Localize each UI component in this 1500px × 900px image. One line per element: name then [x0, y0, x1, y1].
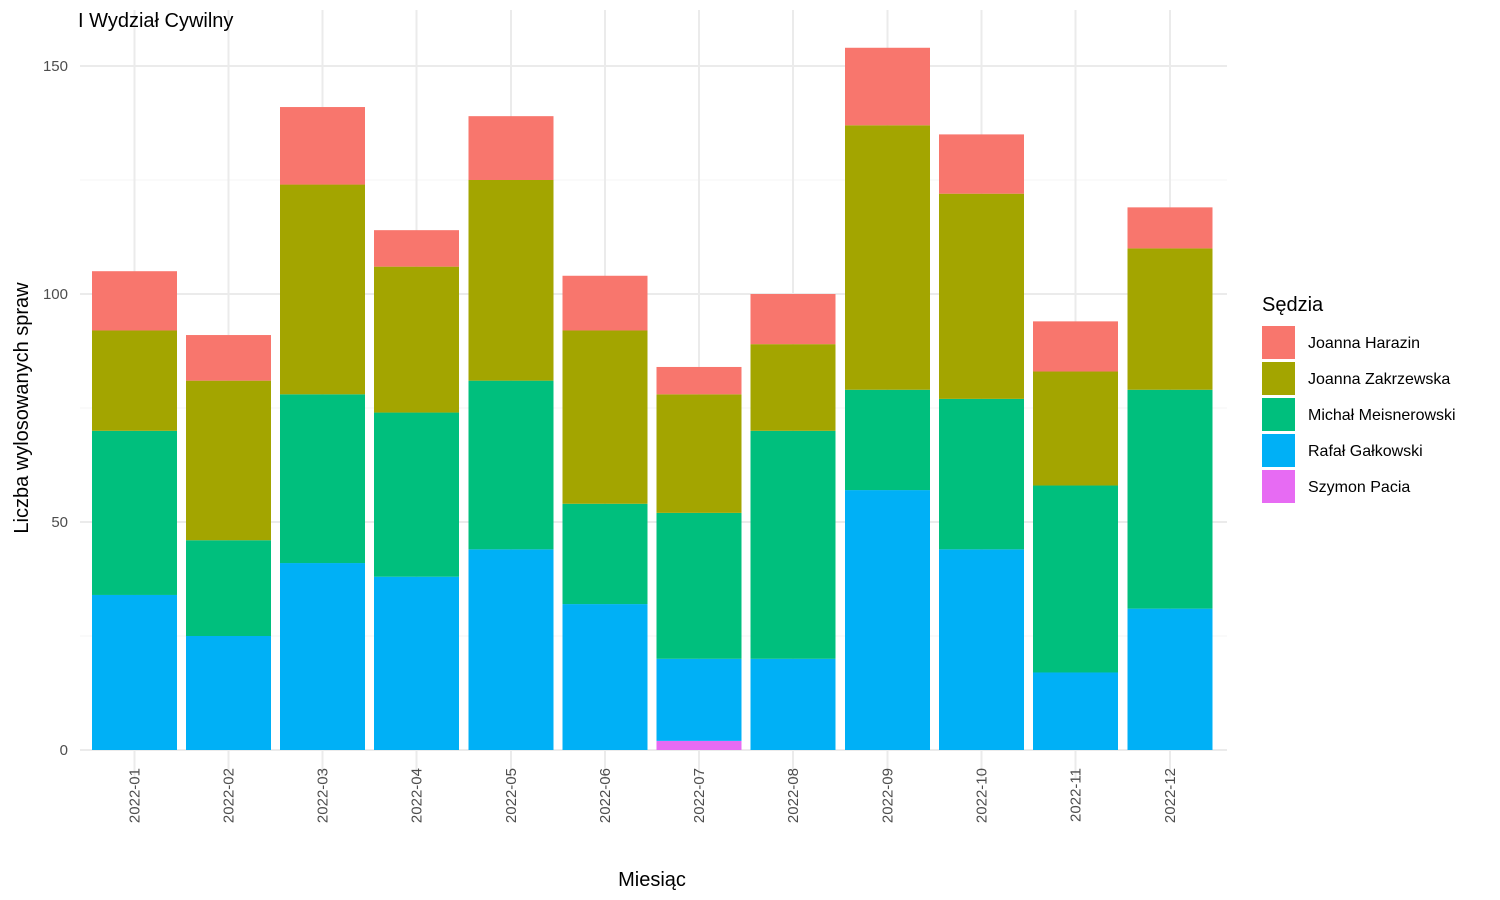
- bar-segment: [468, 116, 554, 180]
- legend-label: Michał Meisnerowski: [1308, 407, 1456, 424]
- bar-segment: [1127, 248, 1213, 390]
- bar-segment: [1033, 485, 1118, 673]
- y-axis-title: Liczba wylosowanych spraw: [11, 282, 33, 534]
- legend-swatch: [1262, 470, 1295, 503]
- bar-segment: [92, 430, 177, 595]
- bar-segment: [939, 193, 1024, 399]
- x-tick-label: 2022-02: [221, 768, 238, 823]
- legend-label: Joanna Zakrzewska: [1308, 371, 1450, 388]
- bar-segment: [374, 576, 459, 750]
- bar-segment: [280, 184, 365, 395]
- x-tick-label: 2022-08: [785, 768, 802, 823]
- bars: [92, 47, 1213, 750]
- bar-segment: [186, 636, 271, 750]
- y-tick-label: 0: [60, 742, 68, 759]
- y-tick-label: 100: [43, 286, 68, 303]
- x-tick-label: 2022-01: [127, 768, 144, 823]
- bar-segment: [280, 394, 365, 564]
- bar-segment: [468, 380, 554, 550]
- bar-segment: [656, 366, 742, 395]
- x-tick-label: 2022-07: [691, 768, 708, 823]
- bar-segment: [750, 658, 836, 750]
- bar-segment: [374, 412, 459, 577]
- bar-segment: [280, 107, 365, 185]
- bar-segment: [656, 658, 742, 741]
- bar-segment: [374, 266, 459, 413]
- legend-swatch: [1262, 434, 1295, 467]
- bar-segment: [1033, 321, 1118, 372]
- legend-label: Szymon Pacia: [1308, 479, 1410, 496]
- y-tick-label: 150: [43, 58, 68, 75]
- bar-segment: [92, 271, 177, 331]
- bar-segment: [845, 47, 930, 126]
- bar-segment: [374, 230, 459, 267]
- bar-segment: [750, 430, 836, 659]
- bar-segment: [468, 180, 554, 381]
- bar-segment: [656, 512, 742, 659]
- bar-segment: [1127, 389, 1213, 609]
- x-tick-label: 2022-10: [974, 768, 991, 823]
- bar-segment: [186, 335, 271, 381]
- legend-swatch: [1262, 398, 1295, 431]
- bar-segment: [562, 275, 648, 331]
- x-axis-title: Miesiąc: [618, 869, 686, 891]
- legend-swatch: [1262, 362, 1295, 395]
- bar-segment: [845, 125, 930, 390]
- bar-segment: [562, 330, 648, 504]
- legend-title: Sędzia: [1262, 294, 1324, 316]
- legend: Sędzia Joanna Harazin Joanna Zakrzewska Mi…: [1262, 294, 1456, 503]
- legend-label: Rafał Gałkowski: [1308, 443, 1423, 460]
- legend-swatch: [1262, 326, 1295, 359]
- x-tick-label: 2022-04: [409, 768, 426, 823]
- bar-segment: [468, 549, 554, 750]
- bar-segment: [1127, 608, 1213, 750]
- legend-label: Joanna Harazin: [1308, 335, 1420, 352]
- y-axis-ticks: 0 50 100 150: [43, 58, 68, 759]
- bar-segment: [562, 604, 648, 750]
- bar-segment: [186, 380, 271, 541]
- x-tick-label: 2022-11: [1068, 768, 1085, 822]
- bar-segment: [186, 540, 271, 636]
- x-tick-label: 2022-12: [1162, 768, 1179, 823]
- x-tick-label: 2022-09: [880, 768, 897, 823]
- x-axis-ticks: 2022-01 2022-02 2022-03 2022-04 2022-05 2022-…: [127, 768, 1180, 823]
- chart-title: I Wydział Cywilny: [78, 10, 233, 32]
- bar-segment: [280, 563, 365, 750]
- bar-segment: [656, 394, 742, 513]
- bar-segment: [750, 344, 836, 431]
- bar-segment: [939, 398, 1024, 550]
- bar-segment: [939, 134, 1024, 194]
- x-tick-label: 2022-03: [315, 768, 332, 823]
- x-tick-label: 2022-06: [597, 768, 614, 823]
- y-tick-label: 50: [51, 514, 68, 531]
- bar-segment: [939, 549, 1024, 750]
- bar-segment: [1127, 207, 1213, 249]
- bar-segment: [562, 503, 648, 605]
- x-tick-label: 2022-05: [503, 768, 520, 823]
- bar-segment: [1033, 672, 1118, 750]
- bar-segment: [92, 330, 177, 431]
- bar-segment: [845, 490, 930, 750]
- bar-segment: [1033, 371, 1118, 486]
- bar-segment: [750, 294, 836, 345]
- bar-segment: [92, 594, 177, 750]
- bar-segment: [656, 740, 742, 750]
- bar-segment: [845, 389, 930, 491]
